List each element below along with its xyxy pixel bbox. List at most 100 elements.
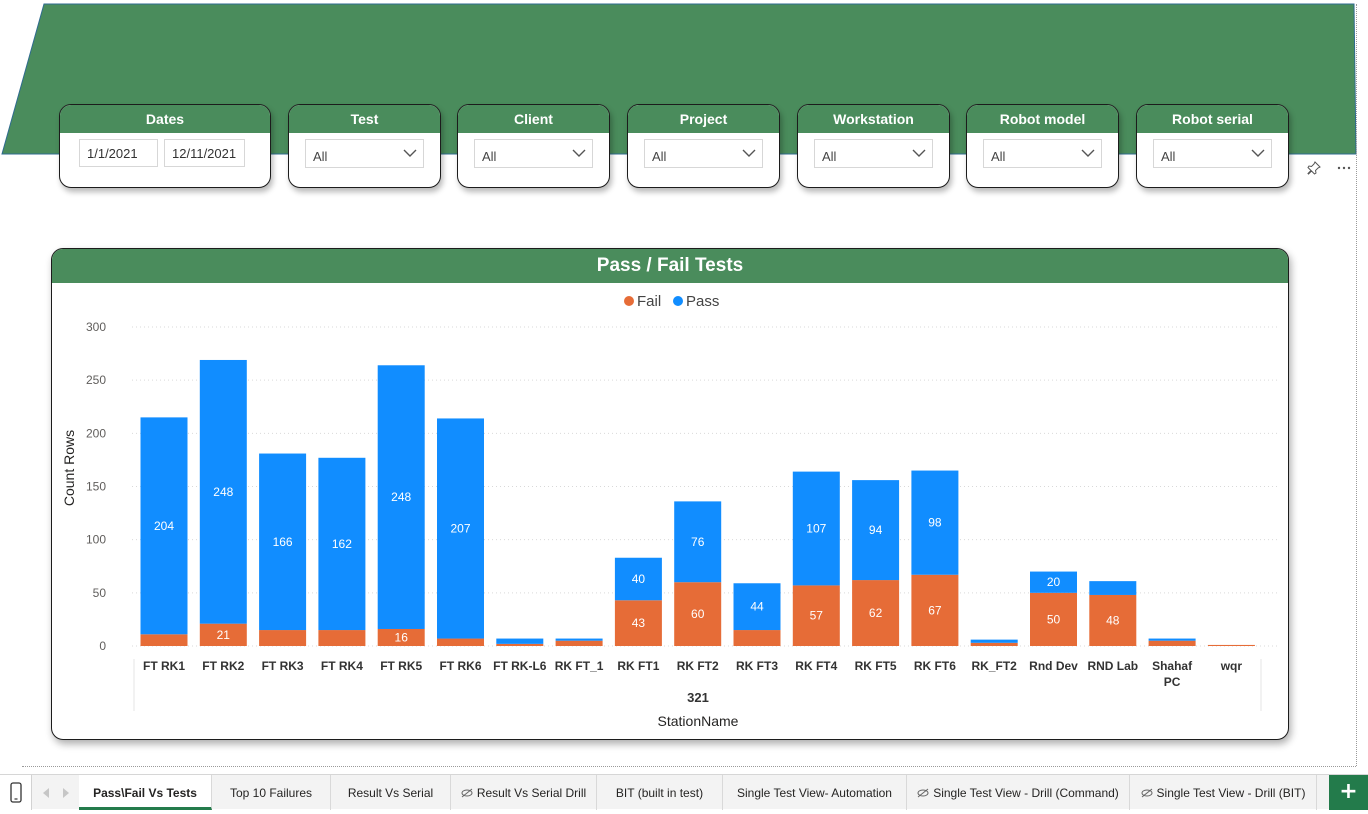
add-page-button[interactable]: + <box>1329 775 1368 810</box>
pass-fail-chart: Fail Pass 0 50 100 150 200 250 300 204 21 248 166 1… <box>61 293 1280 729</box>
bar-pass <box>496 638 544 644</box>
page-tab[interactable]: Result Vs Serial <box>331 775 451 810</box>
x-tick-label: RK_FT2 <box>972 659 1018 673</box>
x-tick-label-line: RND Lab <box>1087 659 1138 673</box>
chart-gridlines <box>132 326 1280 647</box>
dates-slicer: Dates 1/1/2021 12/11/2021 <box>59 104 271 188</box>
test-dropdown[interactable]: All <box>305 139 424 168</box>
page-tab[interactable]: Top 10 Failures <box>212 775 331 810</box>
page-tab[interactable]: Single Test View- Automation <box>723 775 907 810</box>
bar-fail <box>970 642 1018 646</box>
page-tab[interactable]: Pass\Fail Vs Tests <box>79 775 212 810</box>
x-tick-label-line: PC <box>1164 675 1181 689</box>
bar-fail <box>496 643 544 646</box>
page-tab-bar: Pass\Fail Vs Tests Top 10 Failures Result … <box>0 774 1368 810</box>
page-tab-label: Pass\Fail Vs Tests <box>93 786 197 800</box>
x-tick-label-line: RK FT_1 <box>555 659 604 673</box>
page-tab-label: Top 10 Failures <box>229 786 313 800</box>
x-tick-label: Shahaf PC <box>1152 659 1193 689</box>
more-options-icon[interactable] <box>1336 160 1352 176</box>
start-date-input[interactable]: 1/1/2021 <box>79 139 158 167</box>
mobile-layout-button[interactable] <box>0 775 32 810</box>
x-tick-label-line: RK FT2 <box>677 659 719 673</box>
x-axis: FT RK1 FT RK2 FT RK3 FT RK4 FT RK5 FT RK6 FT R… <box>133 659 1262 711</box>
test-slicer-title: Test <box>289 105 440 133</box>
bar-pass <box>970 639 1018 643</box>
hidden-page-icon <box>461 788 473 798</box>
next-page-icon[interactable] <box>61 787 71 799</box>
data-label: 62 <box>869 606 883 620</box>
bar-pass <box>792 471 840 586</box>
page-tab[interactable]: Result Vs Serial Drill <box>451 775 597 810</box>
test-dropdown-value: All <box>313 149 328 164</box>
chevron-down-icon <box>572 149 586 157</box>
bar-fail <box>852 580 900 646</box>
data-label: 67 <box>928 603 942 617</box>
client-slicer-title: Client <box>458 105 609 133</box>
bar-pass <box>259 453 307 631</box>
x-tick-label: RK FT_1 <box>555 659 604 673</box>
bar-fail <box>199 623 247 646</box>
x-tick-label-line: FT RK5 <box>380 659 422 673</box>
x-tick-label: FT RK6 <box>440 659 482 673</box>
legend-marker-fail <box>624 296 634 306</box>
page-tab-label: Single Test View - Drill (BIT) <box>1156 786 1306 800</box>
data-label: 40 <box>632 572 646 586</box>
data-label: 16 <box>395 630 409 644</box>
x-axis-title: StationName <box>658 713 739 729</box>
legend-label-fail: Fail <box>637 293 661 310</box>
bar-pass <box>852 480 900 581</box>
data-label: 94 <box>869 523 883 537</box>
y-tick-label: 200 <box>86 426 106 440</box>
data-label: 166 <box>273 535 293 549</box>
x-tick-label: FT RK-L6 <box>493 659 547 673</box>
chevron-down-icon <box>1251 149 1265 157</box>
workstation-dropdown-value: All <box>822 149 837 164</box>
bar-pass <box>199 359 247 624</box>
bar-fail <box>318 630 366 646</box>
bar-pass <box>733 583 781 631</box>
x-tick-label: RK FT5 <box>855 659 897 673</box>
y-tick-label: 50 <box>93 586 107 600</box>
x-tick-label: FT RK4 <box>321 659 363 673</box>
bar-fail <box>377 628 425 646</box>
test-slicer: Test All <box>288 104 441 188</box>
bar-fail <box>259 630 307 646</box>
data-label: 248 <box>391 490 411 504</box>
bar-pass <box>911 470 959 575</box>
x-tick-label-line: RK FT4 <box>795 659 837 673</box>
data-label: 248 <box>213 485 233 499</box>
previous-page-icon[interactable] <box>41 787 51 799</box>
data-label: 21 <box>217 628 231 642</box>
canvas-border-bottom <box>22 766 1356 767</box>
end-date-input[interactable]: 12/11/2021 <box>164 139 245 167</box>
bar-fail <box>1148 640 1196 646</box>
x-tick-label-line: RK FT5 <box>855 659 897 673</box>
client-dropdown[interactable]: All <box>474 139 593 168</box>
x-tick-label: FT RK5 <box>380 659 422 673</box>
y-tick-label: 250 <box>86 373 106 387</box>
pass-fail-chart-card[interactable]: Pass / Fail Tests Fail Pass 0 50 100 150 200 2… <box>51 248 1289 740</box>
project-dropdown[interactable]: All <box>644 139 763 168</box>
robot-serial-slicer: Robot serial All <box>1136 104 1289 188</box>
bar-fail <box>614 600 662 646</box>
robot-model-dropdown[interactable]: All <box>983 139 1102 168</box>
bar-pass <box>1030 571 1077 593</box>
pin-icon[interactable] <box>1306 160 1322 176</box>
client-dropdown-value: All <box>482 149 497 164</box>
dates-slicer-title: Dates <box>60 105 270 133</box>
page-tab[interactable]: Single Test View - Drill (BIT) <box>1130 775 1317 810</box>
page-tab[interactable]: Single Test View - Drill (Command) <box>907 775 1130 810</box>
workstation-dropdown[interactable]: All <box>814 139 933 168</box>
x-tick-label: FT RK2 <box>202 659 244 673</box>
robot-serial-slicer-title: Robot serial <box>1137 105 1288 133</box>
robot-serial-dropdown[interactable]: All <box>1153 139 1272 168</box>
x-tick-label: RK FT4 <box>795 659 837 673</box>
robot-serial-dropdown-value: All <box>1161 149 1176 164</box>
chart-bars: 204 21 248 166 162 16 248 207 43 40 60 76 44 57 107 62 9… <box>140 359 1255 646</box>
data-label: 207 <box>450 522 470 536</box>
x-tick-label: Rnd Dev <box>1029 659 1078 673</box>
y-axis: 0 50 100 150 200 250 300 <box>86 320 106 653</box>
bar-pass <box>674 501 722 583</box>
page-tab[interactable]: BIT (built in test) <box>597 775 723 810</box>
